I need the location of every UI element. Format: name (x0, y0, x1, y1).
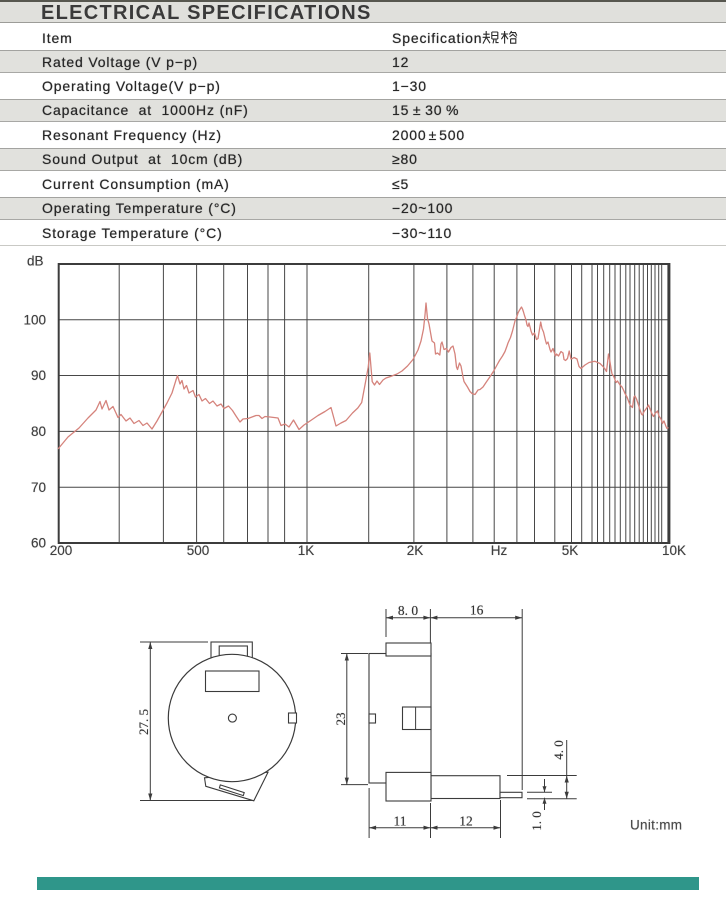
svg-text:12: 12 (459, 814, 473, 829)
svg-text:500: 500 (187, 543, 210, 558)
svg-text:70: 70 (31, 480, 46, 495)
svg-text:80: 80 (31, 424, 46, 439)
svg-text:11: 11 (394, 814, 407, 829)
svg-text:16: 16 (470, 603, 484, 618)
svg-text:5K: 5K (562, 543, 579, 558)
svg-text:4. 0: 4. 0 (551, 740, 566, 760)
svg-text:8. 0: 8. 0 (398, 603, 419, 618)
svg-text:dB: dB (27, 254, 44, 269)
svg-text:1K: 1K (298, 543, 315, 558)
svg-text:27. 5: 27. 5 (136, 709, 151, 735)
svg-text:200: 200 (50, 543, 73, 558)
svg-text:Unit:mm: Unit:mm (630, 818, 682, 833)
svg-text:10K: 10K (662, 543, 686, 558)
svg-text:Hz: Hz (491, 543, 508, 558)
svg-text:23: 23 (333, 713, 348, 726)
svg-text:1. 0: 1. 0 (529, 811, 544, 831)
svg-text:2K: 2K (407, 543, 424, 558)
svg-text:60: 60 (31, 536, 46, 551)
svg-text:100: 100 (23, 312, 46, 327)
svg-text:90: 90 (31, 368, 46, 383)
